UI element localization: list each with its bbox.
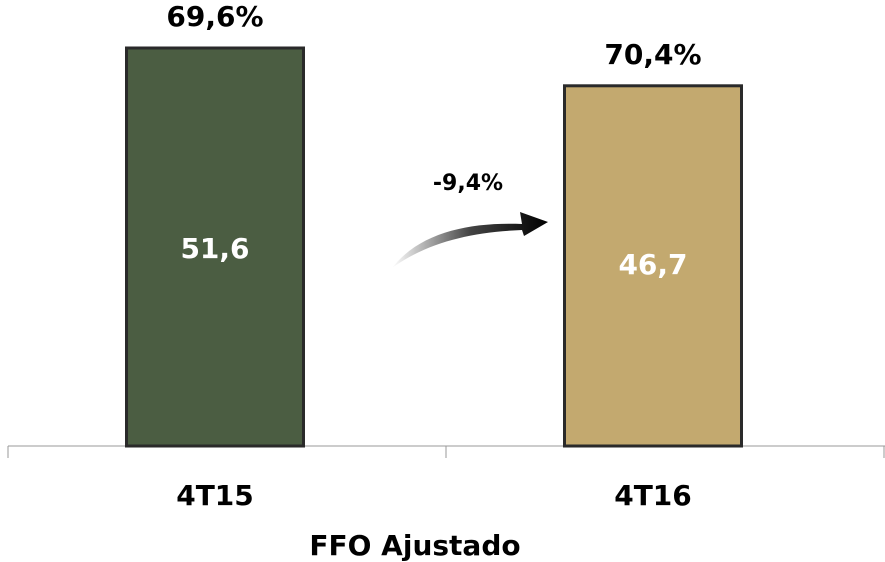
bar (125, 46, 305, 448)
top-label: 69,6% (166, 0, 263, 33)
top-label: 70,4% (604, 38, 701, 71)
bar-value-label: 46,7 (618, 248, 687, 281)
change-arrow (392, 212, 548, 268)
x-tick-label: 4T16 (614, 479, 692, 512)
x-axis-title: FFO Ajustado (309, 529, 520, 562)
change-annotation: -9,4% (433, 171, 503, 196)
bar-value-label: 51,6 (180, 232, 249, 265)
x-tick-label: 4T15 (176, 479, 254, 512)
bar (563, 84, 743, 448)
